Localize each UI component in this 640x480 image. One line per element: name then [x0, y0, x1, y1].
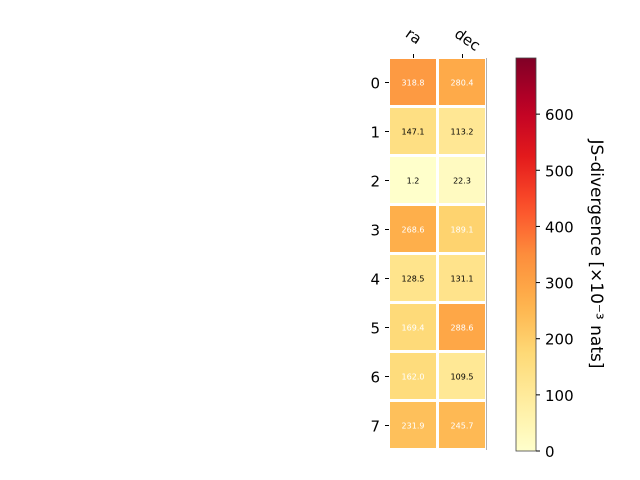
colorbar-label: JS-divergence [×10⁻³ nats]: [586, 139, 606, 369]
column-label: dec: [451, 25, 483, 55]
heatmap-cell: [390, 206, 436, 252]
heatmap-cell: [439, 108, 485, 154]
row-label: 1: [370, 124, 380, 142]
colorbar-tick-label: 500: [545, 162, 574, 180]
column-label: ra: [402, 25, 425, 49]
heatmap-cell: [390, 353, 436, 399]
row-label: 6: [370, 369, 380, 387]
heatmap-cell: [439, 59, 485, 105]
heatmap-cell: [439, 402, 485, 448]
colorbar: 0 100 200 300 400 500 600: [515, 57, 574, 461]
heatmap-cell: [439, 304, 485, 350]
colorbar-tick-label: 200: [545, 331, 574, 349]
cell-value-label: 231.9: [402, 422, 425, 431]
heatmap-cell: [390, 402, 436, 448]
cell-value-label: 162.0: [402, 373, 425, 382]
cell-value-label: 189.1: [451, 226, 474, 235]
cell-value-label: 268.6: [402, 226, 425, 235]
row-label: 0: [370, 75, 380, 93]
cell-value-label: 131.1: [451, 275, 474, 284]
heatmap-cell: [390, 108, 436, 154]
cell-value-label: 128.5: [402, 275, 425, 284]
cell-value-label: 109.5: [451, 373, 474, 382]
heatmap-cell: [439, 157, 485, 203]
colorbar-tick-label: 100: [545, 387, 574, 405]
heatmap-cell: [390, 157, 436, 203]
colorbar-tick-label: 300: [545, 275, 574, 293]
cell-value-label: 318.8: [402, 79, 425, 88]
row-label: 7: [370, 418, 380, 436]
row-label: 2: [370, 173, 380, 191]
cell-value-label: 1.2: [407, 177, 420, 186]
colorbar-tick-label: 600: [545, 106, 574, 124]
heatmap-cell: [390, 59, 436, 105]
cell-value-label: 288.6: [451, 324, 474, 333]
heatmap-cells: 318.8 280.4 147.1 113.2 1.2 22.3 268.6 189.1 128…: [390, 59, 485, 448]
cell-value-label: 113.2: [451, 128, 474, 137]
heatmap-cell: [439, 353, 485, 399]
cell-value-label: 169.4: [402, 324, 425, 333]
colorbar-tick-label: 400: [545, 218, 574, 236]
colorbar-tick-label: 0: [545, 443, 555, 461]
cell-value-label: 280.4: [451, 79, 474, 88]
row-label: 3: [370, 222, 380, 240]
cell-value-label: 22.3: [453, 177, 471, 186]
heatmap-cell: [390, 255, 436, 301]
colorbar-gradient: [515, 57, 537, 452]
heatmap-cell: [390, 304, 436, 350]
cell-value-label: 147.1: [402, 128, 425, 137]
row-label: 5: [370, 320, 380, 338]
heatmap-cell: [439, 255, 485, 301]
row-label: 4: [370, 271, 380, 289]
heatmap-cell: [439, 206, 485, 252]
cell-value-label: 245.7: [451, 422, 474, 431]
